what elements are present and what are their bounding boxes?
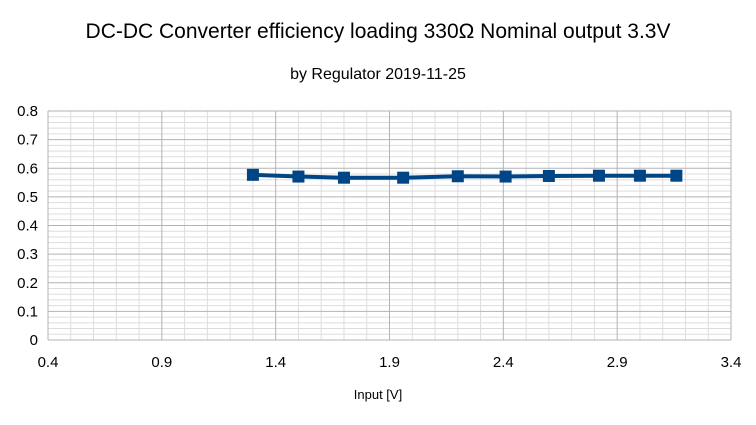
x-tick-label: 2.4 xyxy=(493,354,514,371)
y-tick-label: 0.2 xyxy=(17,275,38,292)
chart-subtitle: by Regulator 2019-11-25 xyxy=(290,66,466,83)
series-line xyxy=(252,172,677,180)
major-gridlines xyxy=(47,110,732,341)
tick-labels: 0.4 0.9 1.4 1.9 2.4 2.9 3.4 0 0.1 0.2 0.3 0.4 0.5 0.6… xyxy=(17,103,741,371)
y-tick-label: 0 xyxy=(30,332,38,349)
data-point-marker xyxy=(670,169,683,182)
x-tick-label: 0.4 xyxy=(38,354,59,371)
data-point-marker xyxy=(633,169,646,182)
data-point-marker xyxy=(246,168,259,181)
data-point-marker xyxy=(337,171,350,184)
data-point-marker xyxy=(542,169,555,182)
x-tick-label: 0.9 xyxy=(151,354,172,371)
y-tick-label: 0.1 xyxy=(17,303,38,320)
y-tick-label: 0.3 xyxy=(17,246,38,263)
chart-title: DC-DC Converter efficiency loading 330Ω … xyxy=(85,20,671,43)
y-tick-label: 0.6 xyxy=(17,160,38,177)
y-tick-label: 0.5 xyxy=(17,189,38,206)
y-tick-label: 0.7 xyxy=(17,132,38,149)
data-point-marker xyxy=(592,169,605,182)
x-tick-label: 1.9 xyxy=(379,354,400,371)
data-series xyxy=(246,168,683,184)
y-tick-label: 0.8 xyxy=(17,103,38,120)
x-tick-label: 1.4 xyxy=(265,354,286,371)
data-point-marker xyxy=(292,170,305,183)
data-point-marker xyxy=(499,170,512,183)
data-point-marker xyxy=(451,170,464,183)
data-point-marker xyxy=(397,171,410,184)
y-tick-label: 0.4 xyxy=(17,218,38,235)
x-tick-label: 3.4 xyxy=(721,354,742,371)
x-axis-label: Input [V] xyxy=(354,387,402,402)
x-tick-label: 2.9 xyxy=(607,354,628,371)
